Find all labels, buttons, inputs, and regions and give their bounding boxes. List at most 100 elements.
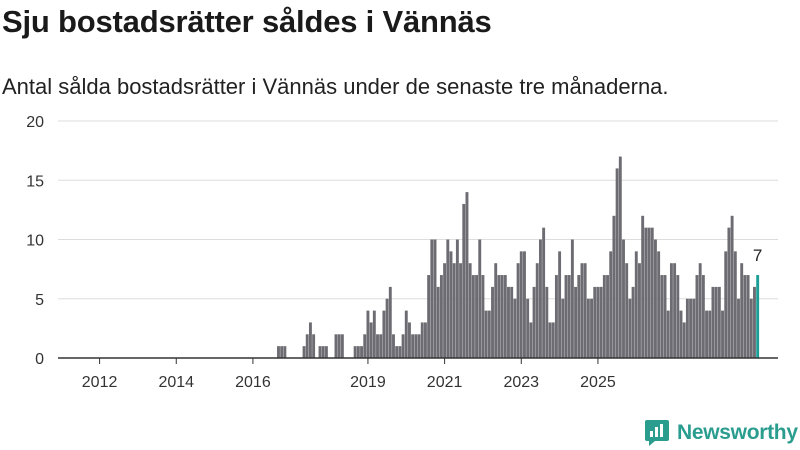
bar xyxy=(708,310,712,358)
bar xyxy=(369,322,373,358)
bar xyxy=(280,346,284,358)
bar xyxy=(408,322,411,358)
bar xyxy=(701,275,705,358)
bar xyxy=(567,275,571,358)
bar xyxy=(398,346,402,358)
bar xyxy=(433,239,437,358)
bar-series xyxy=(277,156,760,358)
bar xyxy=(507,286,510,358)
bar xyxy=(503,275,507,358)
y-tick-label: 0 xyxy=(35,351,44,368)
bar xyxy=(606,275,609,358)
bar xyxy=(737,298,740,358)
bar xyxy=(475,275,478,358)
bar xyxy=(519,251,523,358)
y-tick-label: 15 xyxy=(26,173,44,190)
bar xyxy=(730,215,734,358)
bar xyxy=(551,322,555,358)
bar xyxy=(414,334,418,358)
bar xyxy=(443,263,447,358)
chart-subtitle: Antal sålda bostadsrätter i Vännäs under… xyxy=(2,74,669,99)
bar xyxy=(615,168,619,358)
bar xyxy=(305,334,309,358)
bar xyxy=(558,251,562,358)
bar xyxy=(622,239,625,358)
bar xyxy=(727,227,731,358)
bar xyxy=(427,275,431,358)
bar xyxy=(446,239,450,358)
bar xyxy=(669,263,673,358)
bar xyxy=(542,227,546,358)
bar xyxy=(516,263,520,358)
bar xyxy=(376,334,379,358)
bar xyxy=(657,251,661,358)
bar xyxy=(356,346,360,358)
bar xyxy=(673,263,677,358)
bar xyxy=(743,275,747,358)
bar xyxy=(714,286,718,358)
bar xyxy=(685,298,689,358)
bar xyxy=(523,251,526,358)
bar xyxy=(638,263,641,358)
bar xyxy=(609,251,613,358)
y-tick-label: 5 xyxy=(35,292,44,309)
bar xyxy=(647,227,651,358)
bar xyxy=(321,346,325,358)
bar xyxy=(382,310,386,358)
bar xyxy=(420,322,424,358)
bar xyxy=(497,275,501,358)
bar xyxy=(340,334,344,358)
bar xyxy=(487,310,491,358)
bar xyxy=(423,322,427,358)
bar xyxy=(689,298,693,358)
bar xyxy=(411,334,415,358)
x-tick-label: 2019 xyxy=(350,374,386,391)
bar xyxy=(641,215,645,358)
bar xyxy=(612,215,616,358)
bar xyxy=(602,275,606,358)
bar xyxy=(711,286,715,358)
bar xyxy=(529,322,533,358)
bar xyxy=(392,334,395,358)
bar xyxy=(548,322,552,358)
bar xyxy=(570,239,574,358)
bar xyxy=(439,275,443,358)
bar xyxy=(753,286,756,358)
bar xyxy=(583,263,587,358)
bar xyxy=(360,346,363,358)
bar xyxy=(308,322,312,358)
bar xyxy=(682,322,686,358)
chart-title: Sju bostadsrätter såldes i Vännäs xyxy=(2,4,492,39)
bar xyxy=(481,275,485,358)
bar xyxy=(564,275,568,358)
newsworthy-logo: Newsworthy xyxy=(644,418,798,448)
bar xyxy=(692,298,696,358)
bar xyxy=(312,334,316,358)
bar xyxy=(526,298,530,358)
bar xyxy=(695,275,699,358)
bar xyxy=(334,334,338,358)
bar xyxy=(663,275,667,358)
bar xyxy=(593,286,597,358)
bar xyxy=(404,310,408,358)
bar xyxy=(363,334,367,358)
bar xyxy=(452,263,456,358)
bar xyxy=(628,298,632,358)
bar xyxy=(724,251,728,358)
bar xyxy=(401,334,405,358)
x-tick-label: 2012 xyxy=(82,374,118,391)
y-tick-label: 10 xyxy=(26,233,44,250)
bar xyxy=(650,227,654,358)
bar xyxy=(277,346,280,358)
bar xyxy=(436,286,440,358)
bar xyxy=(586,298,590,358)
bar xyxy=(599,286,603,358)
bar xyxy=(468,263,472,358)
bar xyxy=(318,346,322,358)
bar xyxy=(491,286,494,358)
last-value-label: 7 xyxy=(753,246,762,265)
annotations: 7 xyxy=(753,246,762,265)
bar xyxy=(337,334,341,358)
bar xyxy=(717,286,721,358)
bar xyxy=(574,286,578,358)
